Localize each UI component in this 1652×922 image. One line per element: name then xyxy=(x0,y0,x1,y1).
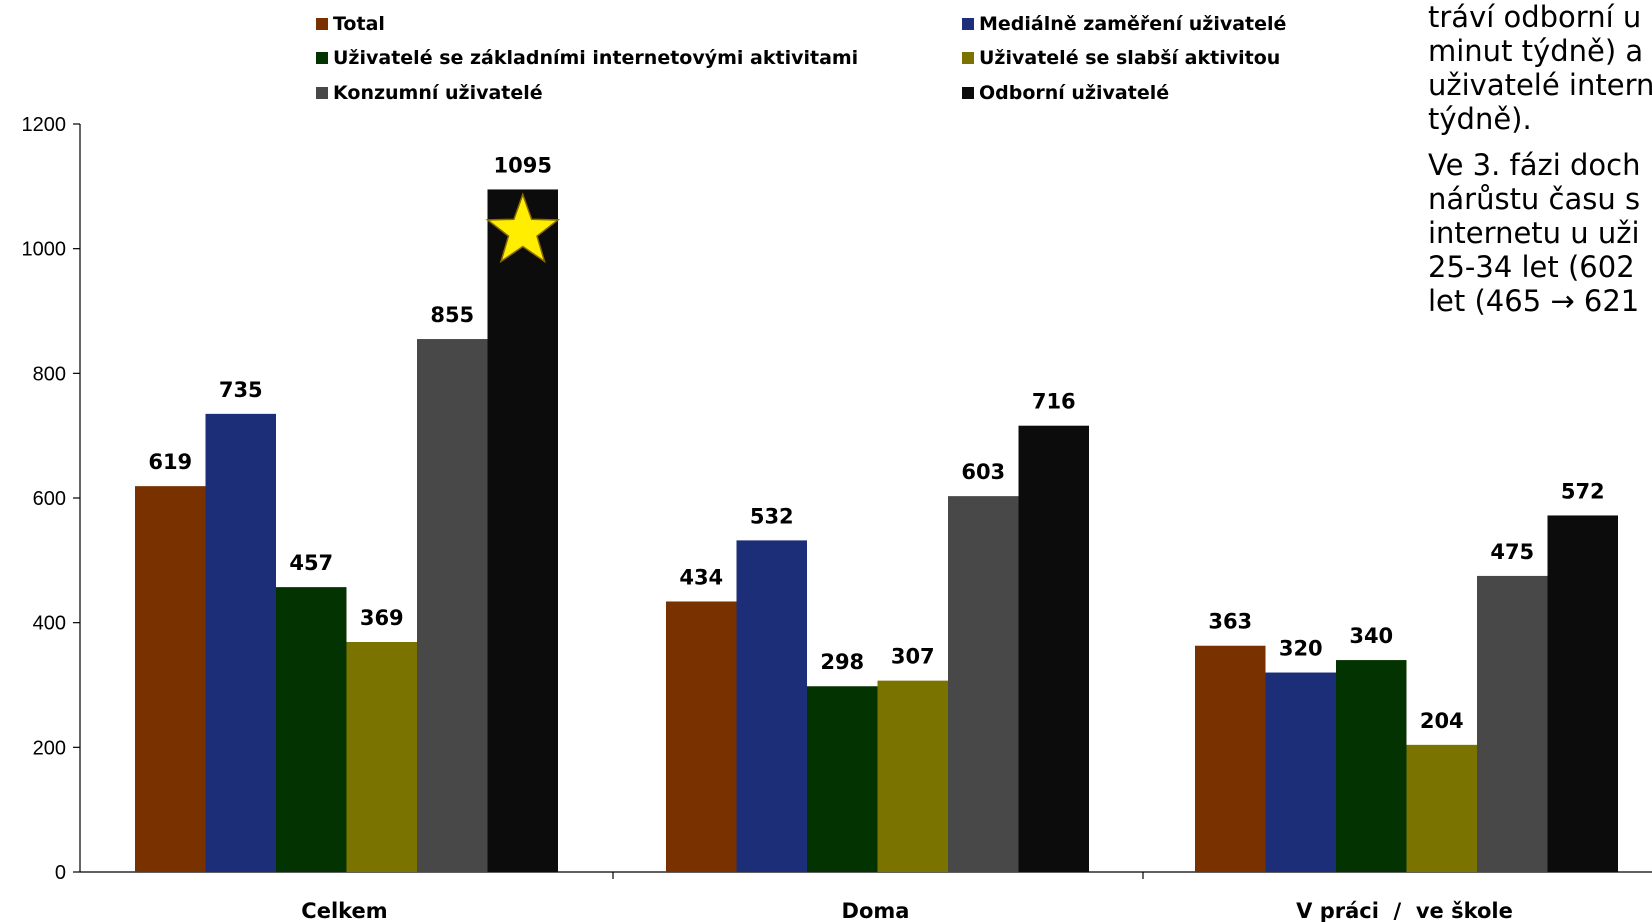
bar xyxy=(1265,672,1336,872)
legend-swatch xyxy=(316,18,328,30)
bar xyxy=(1477,575,1548,872)
side-line: nárůstu času s xyxy=(1428,182,1641,216)
side-paragraph-1: tráví odborní u minut týdně) a uživatelé… xyxy=(1428,0,1652,136)
data-label: 735 xyxy=(219,378,263,402)
legend-swatch xyxy=(962,87,974,99)
bar xyxy=(666,601,737,872)
y-tick-label: 600 xyxy=(33,488,66,510)
bar xyxy=(417,339,488,872)
legend-swatch xyxy=(316,52,328,64)
data-label: 619 xyxy=(148,450,192,474)
legend-label: Total xyxy=(333,13,385,35)
data-label: 369 xyxy=(360,606,404,630)
data-label: 457 xyxy=(289,551,333,575)
bar xyxy=(1195,645,1266,872)
y-tick-label: 1000 xyxy=(22,239,67,261)
side-line: minut týdně) a xyxy=(1428,34,1644,68)
y-axis: 0 200 400 600 800 1000 1200 xyxy=(22,114,81,884)
data-label: 475 xyxy=(1490,540,1534,564)
legend-swatch xyxy=(316,87,328,99)
y-tick-label: 400 xyxy=(33,613,66,635)
legend-swatch xyxy=(962,18,974,30)
bar xyxy=(736,540,807,872)
data-label: 1095 xyxy=(494,153,552,177)
legend-label: Uživatelé se slabší aktivitou xyxy=(979,47,1280,69)
bar xyxy=(487,189,558,872)
side-line: Ve 3. fázi doch xyxy=(1428,148,1641,182)
data-label: 855 xyxy=(430,303,474,327)
x-category-label: Doma xyxy=(842,899,910,922)
bar xyxy=(1018,425,1089,872)
side-line: uživatelé intern xyxy=(1428,68,1652,102)
y-tick-label: 200 xyxy=(33,737,66,759)
data-labels: 619 735 457 369 855 1095 434 532 298 307 603 716 363… xyxy=(148,153,1604,732)
data-label: 340 xyxy=(1349,624,1393,648)
legend-label: Uživatelé se základními internetovými ak… xyxy=(333,47,858,69)
bar xyxy=(948,496,1019,872)
legend-swatch xyxy=(962,52,974,64)
data-label: 434 xyxy=(679,565,723,589)
bar xyxy=(877,680,948,872)
markers xyxy=(485,192,561,264)
y-tick-label: 800 xyxy=(33,363,66,385)
bar xyxy=(1547,515,1618,872)
side-line: let (465 → 621 xyxy=(1428,284,1640,318)
star-icon xyxy=(485,192,561,264)
side-line: internetu u uži xyxy=(1428,216,1640,250)
bar xyxy=(135,486,206,872)
bars xyxy=(135,189,1618,872)
side-line: 25-34 let (602 xyxy=(1428,250,1635,284)
side-paragraph-2: Ve 3. fázi doch nárůstu času s internetu… xyxy=(1428,148,1652,318)
legend-label: Odborní uživatelé xyxy=(979,82,1169,104)
legend: Total Mediálně zaměření uživatelé Uživatel… xyxy=(316,13,1286,104)
x-category-label: Celkem xyxy=(301,899,387,922)
data-label: 320 xyxy=(1279,637,1323,661)
side-line: týdně). xyxy=(1428,102,1532,136)
data-label: 532 xyxy=(750,504,794,528)
data-label: 307 xyxy=(891,645,935,669)
bar xyxy=(807,686,878,872)
bar xyxy=(205,413,276,872)
bar xyxy=(1406,744,1477,872)
side-line: tráví odborní u xyxy=(1428,0,1642,34)
data-label: 572 xyxy=(1561,479,1605,503)
data-label: 204 xyxy=(1420,709,1464,733)
y-tick-label: 0 xyxy=(55,862,66,884)
legend-label: Konzumní uživatelé xyxy=(333,82,543,104)
legend-label: Mediálně zaměření uživatelé xyxy=(979,13,1286,35)
x-category-label: V práci / ve škole xyxy=(1296,899,1513,922)
bar xyxy=(276,587,347,872)
data-label: 298 xyxy=(820,650,864,674)
side-text: tráví odborní u minut týdně) a uživatelé… xyxy=(1428,0,1652,318)
y-tick-label: 1200 xyxy=(22,114,67,136)
data-label: 603 xyxy=(961,460,1005,484)
bar xyxy=(346,641,417,872)
bar xyxy=(1336,660,1407,872)
data-label: 363 xyxy=(1208,610,1252,634)
x-axis: Celkem Doma V práci / ve škole xyxy=(80,871,1652,922)
data-label: 716 xyxy=(1032,390,1076,414)
